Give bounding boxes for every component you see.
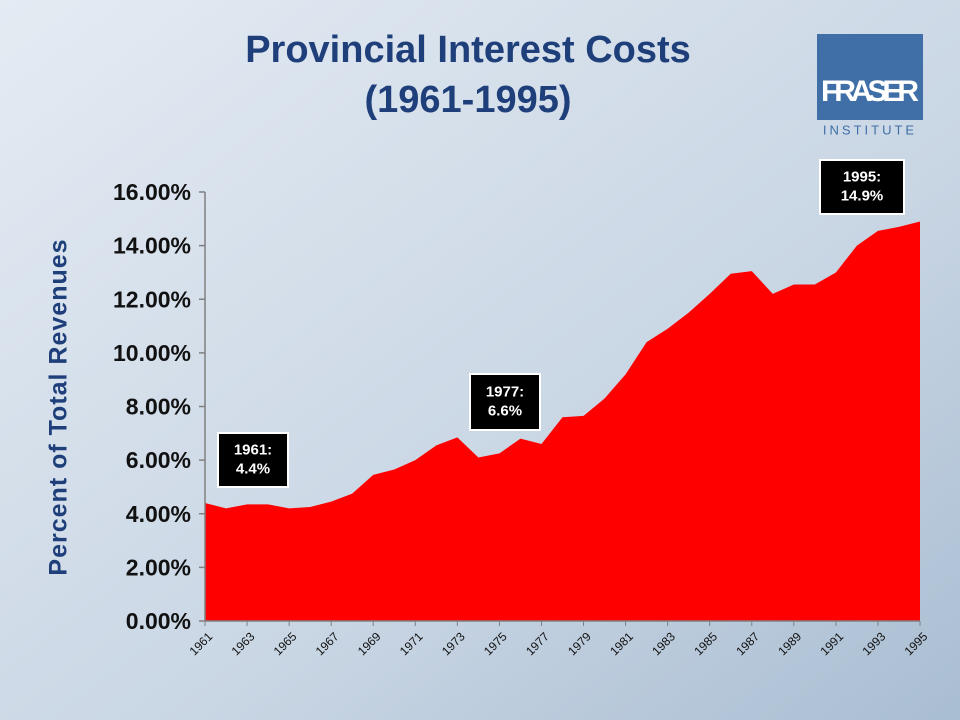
y-tick-label: 0.00% [126, 608, 191, 634]
area [205, 221, 920, 621]
y-tick-label: 16.00% [113, 179, 191, 205]
annotation: 1961: 4.4% [217, 432, 289, 488]
y-tick-label: 12.00% [113, 286, 191, 312]
logo: FRASER INSTITUTE [817, 34, 923, 137]
annotation-text: 14.9% [841, 187, 884, 204]
annotation-text: 4.4% [236, 460, 270, 477]
annotation-text: 1995: [843, 168, 881, 185]
y-tick-label: 14.00% [113, 233, 191, 259]
annotation-text: 1977: [486, 383, 524, 400]
y-tick-label: 8.00% [126, 394, 191, 420]
y-tick-label: 10.00% [113, 340, 191, 366]
y-tick-label: 2.00% [126, 554, 191, 580]
annotation-text: 6.6% [488, 402, 522, 419]
annotation-text: 1961: [234, 441, 272, 458]
annotation-box [217, 432, 289, 488]
logo-subtext: INSTITUTE [823, 122, 917, 137]
logo-box [817, 34, 923, 120]
chart-title: Provincial Interest Costs [245, 29, 691, 71]
annotation-box [819, 159, 905, 215]
chart-subtitle: (1961-1995) [364, 79, 571, 121]
annotation: 1995: 14.9% [819, 159, 905, 215]
y-axis-label: Percent of Total Revenues [45, 238, 73, 575]
annotation: 1977: 6.6% [469, 373, 541, 431]
annotation-box [469, 373, 541, 431]
logo-text: FRASER [821, 75, 919, 108]
y-tick-label: 6.00% [126, 447, 191, 473]
y-tick-label: 4.00% [126, 501, 191, 527]
